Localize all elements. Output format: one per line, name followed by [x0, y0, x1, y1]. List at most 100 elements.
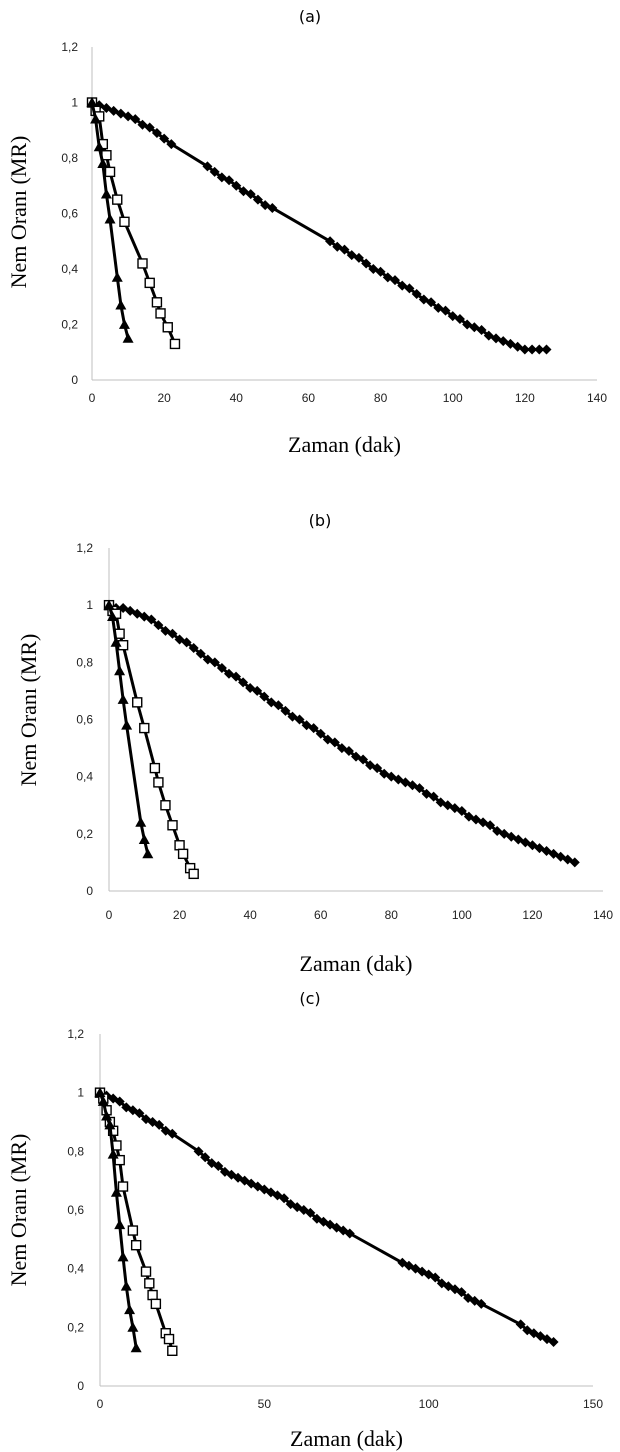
diamond-point	[426, 297, 437, 308]
series-diamond	[87, 97, 552, 355]
diamond-point	[353, 252, 364, 263]
diamond-point	[569, 857, 580, 868]
diamond-point	[414, 783, 425, 794]
y-tick-label: 0,8	[76, 655, 93, 669]
series-line	[108, 603, 576, 864]
triangle-point	[117, 693, 129, 704]
diamond-point	[193, 1146, 204, 1157]
triangle-point	[127, 1321, 139, 1332]
panel-title: (c)	[299, 989, 320, 1008]
diamond-point	[188, 643, 199, 654]
diamond-point	[305, 1207, 316, 1218]
triangle-point	[107, 1148, 119, 1159]
y-tick-label: 1	[86, 598, 93, 612]
square-point	[177, 848, 189, 860]
diamond-point	[485, 820, 496, 831]
y-tick-label: 0,4	[76, 770, 93, 784]
triangle-point	[111, 271, 123, 282]
diamond-point	[534, 344, 545, 355]
triangle-point	[130, 1342, 142, 1353]
triangle-point	[120, 1280, 132, 1291]
y-tick-label: 0,6	[67, 1203, 84, 1217]
x-tick-label: 80	[385, 908, 399, 922]
diamond-point	[515, 1319, 526, 1330]
x-tick-label: 60	[302, 391, 316, 405]
y-tick-label: 0	[71, 373, 78, 387]
diamond-point	[130, 114, 141, 125]
diamond-point	[325, 236, 336, 247]
y-tick-label: 0	[77, 1379, 84, 1393]
diamond-point	[343, 745, 354, 756]
square-point	[104, 166, 116, 178]
y-tick-label: 0,6	[61, 207, 78, 221]
diamond-point	[339, 244, 350, 255]
diamond-point	[476, 325, 487, 336]
square-point	[167, 820, 178, 831]
x-axis-title: Zaman (dak)	[290, 1426, 403, 1451]
y-tick-label: 1,2	[67, 1027, 84, 1041]
x-axis-title: Zaman (dak)	[288, 432, 401, 457]
x-tick-label: 100	[443, 391, 463, 405]
square-point	[112, 194, 123, 205]
diamond-point	[294, 714, 305, 725]
diamond-point	[273, 700, 284, 711]
square-point	[144, 277, 155, 289]
diamond-point	[428, 791, 439, 802]
square-point	[188, 868, 199, 880]
triangle-point	[115, 299, 127, 310]
y-tick-label: 0,6	[76, 713, 93, 727]
diamond-point	[167, 628, 178, 639]
diamond-point	[159, 133, 170, 144]
diamond-point	[166, 139, 177, 150]
diamond-point	[238, 677, 249, 688]
y-tick-label: 1	[77, 1086, 84, 1100]
diamond-point	[375, 266, 386, 277]
x-tick-label: 50	[258, 1397, 272, 1411]
square-point	[101, 150, 112, 161]
diamond-point	[216, 663, 227, 674]
diamond-point	[308, 723, 319, 734]
square-point	[149, 762, 161, 774]
diamond-point	[195, 648, 206, 659]
diamond-point	[213, 1161, 224, 1171]
series-triangle	[103, 599, 154, 859]
chart-panel-c: (c) 0 0,2 0,4 0,6 0,8 1 1,2 0 50 100 150 Zaman (dak)…	[6, 989, 603, 1451]
diamond-point	[151, 128, 162, 139]
diamond-point	[200, 1152, 211, 1163]
diamond-point	[280, 705, 291, 716]
x-tick-label: 0	[89, 391, 96, 405]
square-point	[137, 258, 148, 269]
diamond-point	[476, 1298, 487, 1309]
square-point	[151, 297, 163, 308]
triangle-point	[93, 141, 105, 152]
x-axis-title: Zaman (dak)	[300, 951, 413, 976]
series-triangle	[86, 97, 134, 343]
series-diamond	[104, 600, 580, 868]
diamond-point	[315, 728, 326, 739]
square-point	[160, 800, 171, 811]
diamond-point	[146, 614, 157, 625]
diamond-point	[252, 685, 263, 696]
square-point	[140, 1266, 152, 1277]
series-line	[90, 102, 130, 339]
diamond-point	[430, 1272, 441, 1283]
square-point	[127, 1225, 139, 1236]
square-point	[119, 216, 130, 228]
diamond-point	[167, 1128, 178, 1139]
diamond-point	[267, 202, 278, 213]
x-tick-label: 100	[452, 908, 472, 922]
x-tick-label: 100	[419, 1397, 439, 1411]
diamond-point	[252, 194, 263, 205]
triangle-point	[104, 1119, 116, 1130]
diamond-point	[246, 1178, 257, 1189]
square-point	[153, 777, 164, 788]
square-point	[147, 1289, 158, 1301]
triangle-point	[97, 1095, 109, 1106]
square-point	[130, 1239, 142, 1251]
diamond-point	[224, 175, 235, 186]
x-tick-label: 120	[522, 908, 542, 922]
diamond-point	[209, 166, 220, 177]
triangle-point	[138, 834, 150, 844]
square-point	[162, 322, 173, 333]
y-tick-label: 0,8	[61, 151, 78, 165]
